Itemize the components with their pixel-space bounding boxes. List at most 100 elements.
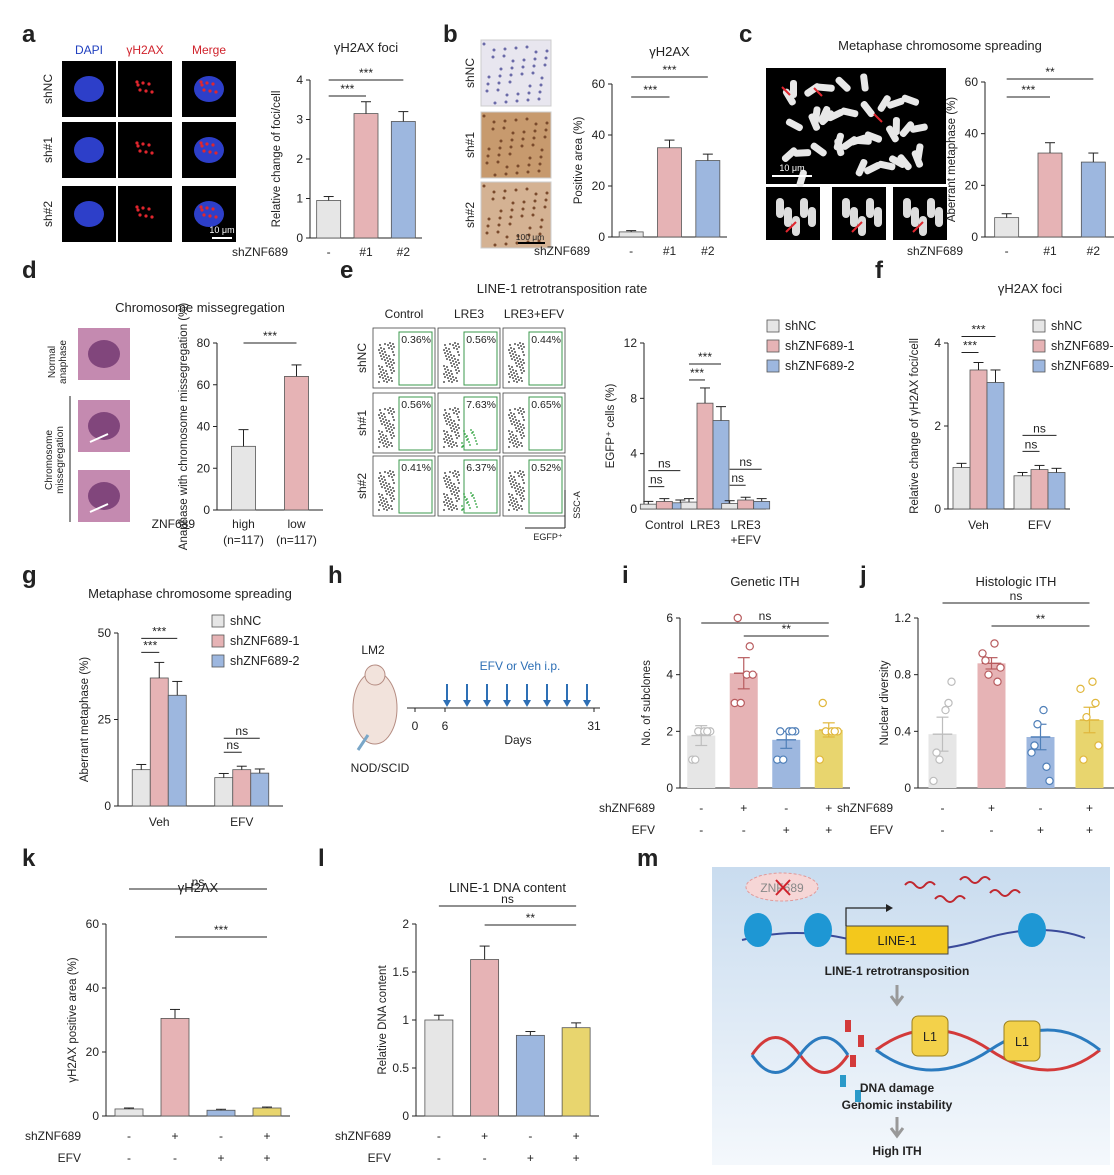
nucleosome-icon — [1018, 913, 1046, 947]
y-tick-label: 4 — [630, 447, 637, 461]
flow-event — [508, 381, 510, 383]
flow-event — [458, 474, 460, 476]
flow-event — [458, 354, 460, 356]
flow-event — [519, 407, 521, 409]
flow-event — [393, 427, 395, 429]
foci-dot — [138, 213, 142, 217]
arrow — [89, 503, 109, 513]
y-tick-label: 40 — [197, 420, 211, 434]
ith-label: High ITH — [872, 1144, 921, 1158]
schematic-background — [712, 867, 1110, 1165]
egfp-event — [462, 508, 464, 510]
image-row-label: missegregation — [55, 426, 66, 494]
foci-dot — [150, 90, 154, 94]
data-point — [830, 727, 839, 736]
chromosome — [810, 142, 827, 157]
chromosome — [793, 149, 812, 157]
flow-event — [516, 373, 518, 375]
ihc-cell — [486, 154, 490, 158]
flow-event — [392, 343, 394, 345]
flow-event — [513, 356, 515, 358]
y-tick-label: 60 — [86, 917, 100, 931]
flow-event — [454, 431, 456, 433]
flow-event — [516, 357, 518, 359]
dose-arrowhead — [443, 700, 451, 707]
flow-event — [516, 501, 518, 503]
row-label: EFV — [632, 823, 655, 837]
ihc-cell — [531, 213, 535, 217]
flow-event — [452, 488, 454, 490]
flow-event — [384, 343, 386, 345]
flow-event — [386, 501, 388, 503]
egfp-event — [464, 433, 466, 435]
flow-event — [517, 360, 519, 362]
flow-event — [522, 367, 524, 369]
flow-event — [508, 493, 510, 495]
chromosome — [849, 134, 868, 146]
flow-event — [513, 348, 515, 350]
bar — [149, 677, 169, 807]
flow-event — [520, 473, 522, 475]
y-axis-label: Relative change of foci/cell — [271, 91, 283, 228]
flow-event — [393, 362, 395, 364]
y-tick-label: 0 — [904, 781, 911, 795]
flow-event — [456, 364, 458, 366]
flow-event — [513, 476, 515, 478]
foci-dot — [150, 215, 154, 219]
flow-event — [511, 494, 513, 496]
x-tick-label: - — [327, 245, 331, 259]
flow-gate — [528, 331, 563, 386]
injection-needle — [356, 734, 370, 751]
egfp-event — [468, 504, 470, 506]
flow-event — [456, 445, 458, 447]
flow-event — [518, 379, 520, 381]
flow-event — [444, 352, 446, 354]
flow-event — [443, 509, 445, 511]
arrow — [912, 221, 924, 233]
egfp-event — [474, 500, 476, 502]
ihc-cell — [482, 114, 486, 118]
rna-transcript — [934, 895, 966, 903]
row-label: EFV — [870, 823, 893, 837]
data-point — [748, 670, 757, 679]
flow-event — [444, 417, 446, 419]
flow-event — [387, 504, 389, 506]
nucleus — [194, 137, 224, 163]
panel-letter-a: a — [22, 21, 36, 48]
ihc-cell — [487, 75, 491, 79]
data-point — [1079, 755, 1088, 764]
flow-event — [448, 484, 450, 486]
flow-percent: 7.63% — [466, 399, 496, 411]
scale-label: 10 μm — [779, 163, 804, 173]
chart-i: Genetic ITH 0 2 4 6 No. of subclones shZNF689 -… — [599, 574, 850, 837]
ihc-cell — [514, 188, 518, 192]
y-tick-label: 20 — [592, 179, 606, 193]
flow-event — [384, 416, 386, 418]
egfp-event — [469, 507, 471, 509]
y-tick-label: 4 — [296, 73, 303, 87]
group-label: shZNF689 — [232, 245, 288, 259]
ihc-cell — [511, 131, 515, 135]
flow-event — [378, 365, 380, 367]
data-point — [691, 755, 700, 764]
mouse-strain-label: NOD/SCID — [351, 761, 410, 775]
flow-event — [391, 508, 393, 510]
flow-event — [522, 495, 524, 497]
foci-dot — [214, 151, 218, 155]
flow-event — [523, 498, 525, 500]
ihc-cell — [498, 216, 502, 220]
dna-fragment — [845, 1020, 851, 1032]
egfp-event — [469, 444, 471, 446]
arrow — [813, 87, 823, 97]
flow-event — [450, 435, 452, 437]
flow-event — [452, 504, 454, 506]
data-point — [1045, 776, 1054, 786]
ihc-cell — [510, 138, 514, 142]
flow-event — [519, 431, 521, 433]
flow-gate — [398, 459, 433, 514]
ihc-cell — [508, 222, 512, 226]
flow-event — [514, 408, 516, 410]
flow-event — [381, 494, 383, 496]
flow-event — [451, 493, 453, 495]
flow-event — [386, 485, 388, 487]
